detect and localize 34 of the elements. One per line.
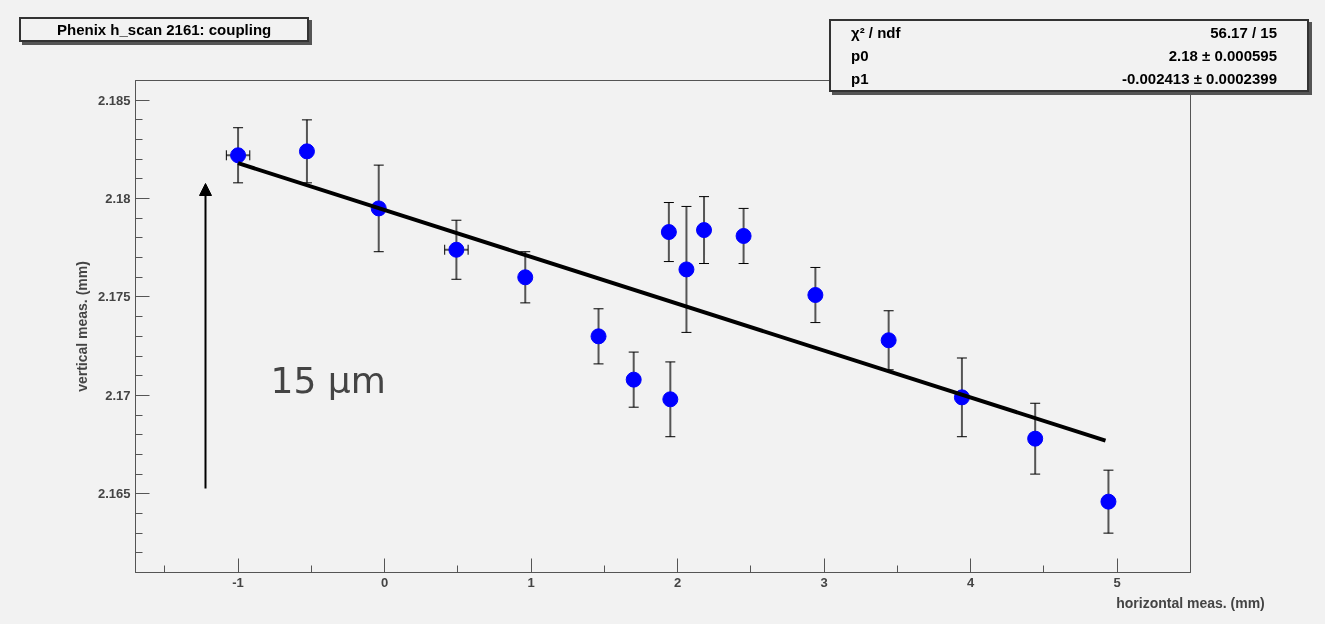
y-tick-label: 2.185 <box>97 92 131 108</box>
x-tick-label: 5 <box>1113 574 1121 590</box>
point <box>625 371 642 388</box>
annotation: p1 <box>850 69 870 89</box>
point <box>1027 430 1044 447</box>
point <box>696 222 713 239</box>
point <box>880 332 897 349</box>
chart-title: Phenix h_scan 2161: coupling <box>19 17 310 42</box>
point <box>660 224 677 241</box>
point <box>1100 493 1117 510</box>
point <box>448 241 465 258</box>
annotation: 15 μm <box>270 359 386 401</box>
point <box>230 147 247 164</box>
y-tick-label: 2.165 <box>97 486 131 502</box>
y-tick-label: 2.175 <box>97 289 131 305</box>
y-tick-label: 2.17 <box>105 387 131 403</box>
x-tick-label: 0 <box>380 574 389 590</box>
point <box>735 227 752 244</box>
x-tick-label: 1 <box>527 574 535 590</box>
point <box>662 391 679 408</box>
x-tick-label: 2 <box>674 574 682 590</box>
point <box>807 287 824 303</box>
point <box>298 143 315 160</box>
stats-box: χ² / ndf 56.17 / 15 p0 2.18 ± 0.000595 p1 -0.002413 ± 0.0002399 <box>829 19 1309 92</box>
y-axis-title: vertical meas. (mm) <box>73 261 90 392</box>
point <box>678 261 695 278</box>
x-tick-label: 4 <box>967 574 976 590</box>
x-tick-label: -1 <box>232 574 244 590</box>
x-axis-title: horizontal meas. (mm) <box>1116 594 1265 611</box>
x-tick-label: 3 <box>820 574 828 590</box>
annotation: -0.002413 ± 0.0002399 <box>1120 69 1278 89</box>
point <box>590 328 607 345</box>
point <box>517 269 534 286</box>
y-tick-label: 2.18 <box>105 191 131 207</box>
